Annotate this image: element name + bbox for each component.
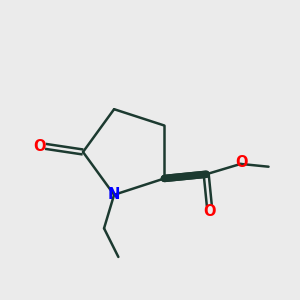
Text: O: O: [33, 139, 46, 154]
Text: O: O: [203, 204, 216, 219]
Text: O: O: [236, 155, 248, 170]
Text: N: N: [108, 187, 120, 202]
